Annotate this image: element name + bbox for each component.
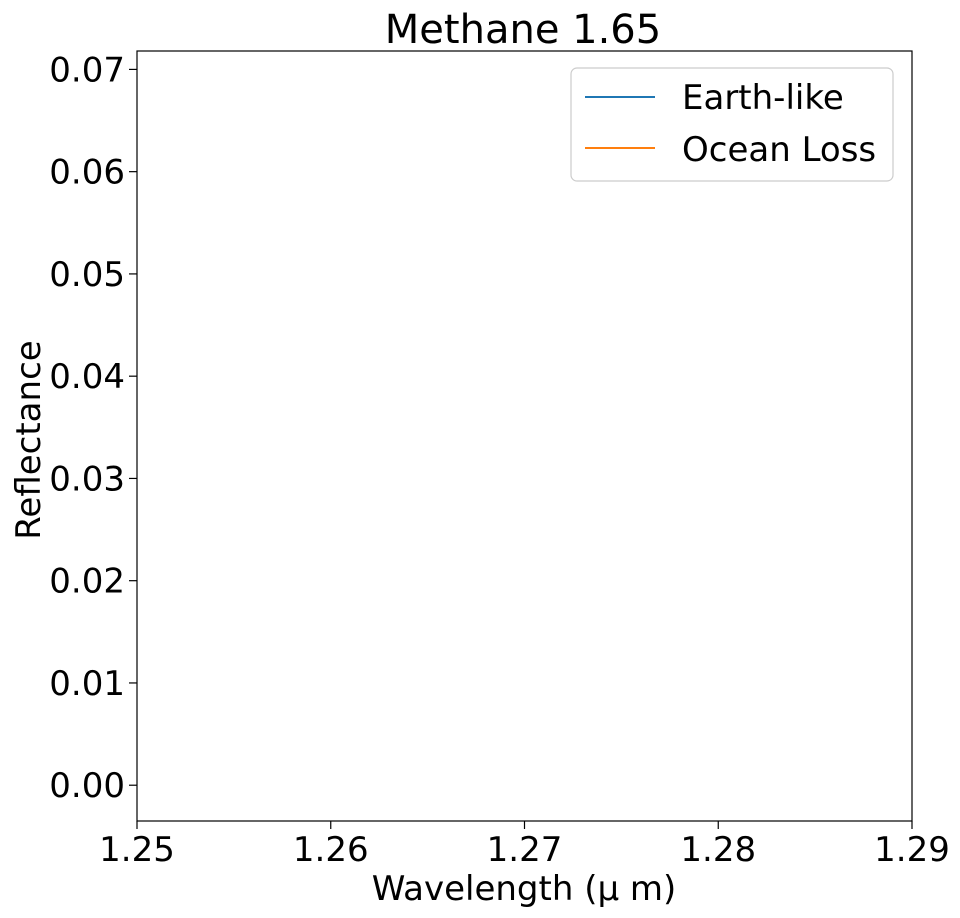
x-tick-label: 1.28: [680, 830, 756, 870]
y-tick-label: 0.03: [49, 459, 125, 499]
y-tick-label: 0.05: [49, 255, 125, 295]
chart-title: Methane 1.65: [385, 7, 661, 53]
y-tick-label: 0.04: [49, 357, 125, 397]
x-tick-label: 1.29: [874, 830, 950, 870]
y-tick-label: 0.01: [49, 664, 125, 704]
legend-label-earth-like: Earth-like: [682, 78, 844, 118]
legend-label-ocean-loss: Ocean Loss: [682, 130, 876, 170]
x-axis-label: Wavelength (μ m): [372, 869, 677, 909]
y-tick-label: 0.02: [49, 562, 125, 602]
y-axis-label: Reflectance: [9, 340, 49, 539]
y-axis-ticks: 0.00 0.01 0.02 0.03 0.04 0.05 0.06 0.07: [49, 50, 137, 806]
legend: Earth-like Ocean Loss: [570, 67, 894, 182]
x-tick-label: 1.26: [293, 830, 369, 870]
x-axis-ticks: 1.25 1.26 1.27 1.28 1.29: [99, 821, 950, 870]
x-tick-label: 1.27: [487, 830, 563, 870]
y-tick-label: 0.00: [49, 766, 125, 806]
y-tick-label: 0.07: [49, 50, 125, 90]
y-tick-label: 0.06: [49, 153, 125, 193]
x-tick-label: 1.25: [99, 830, 175, 870]
